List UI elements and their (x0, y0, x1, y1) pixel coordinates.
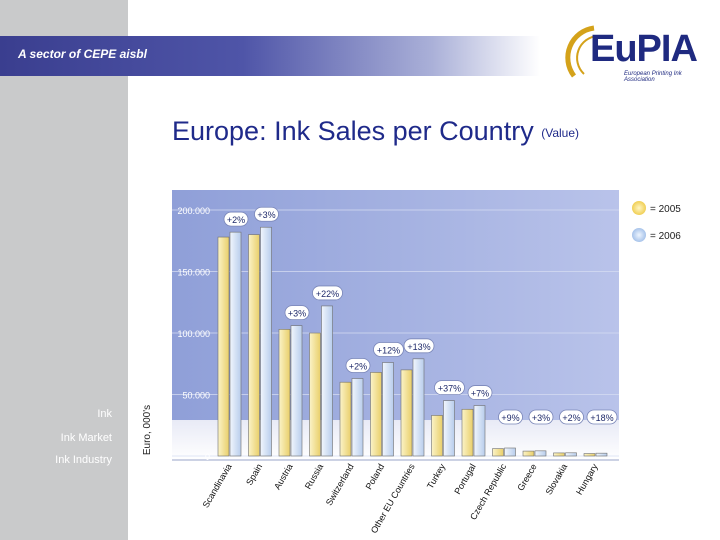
x-tick-label: Hungary (574, 462, 600, 497)
growth-label: +18% (590, 413, 613, 423)
bar-2006 (443, 400, 455, 457)
sector-banner: A sector of CEPE aisbl (0, 36, 540, 76)
x-tick-label: Russia (303, 462, 325, 491)
growth-label: +7% (471, 389, 489, 399)
left-sidebar (0, 0, 128, 540)
bar-2005 (217, 236, 230, 457)
bar-2005 (553, 452, 565, 457)
bar-2005 (431, 415, 443, 457)
growth-badge (586, 409, 618, 425)
bar-2005 (461, 408, 474, 457)
growth-label: +3% (257, 210, 275, 220)
bar-2005 (339, 381, 352, 457)
growth-badge (434, 380, 465, 396)
bar-2005 (522, 450, 535, 457)
plot-background (172, 190, 619, 420)
growth-badge (528, 409, 554, 425)
bar-2006 (382, 362, 394, 457)
growth-badge (467, 385, 493, 400)
page-title-suffix: (Value) (541, 125, 580, 140)
bar-2005 (278, 329, 291, 457)
legend-label: = 2005 (650, 204, 681, 215)
logo-text: EuPIA (590, 28, 698, 70)
growth-badge (312, 285, 343, 301)
growth-label: +13% (407, 342, 430, 352)
y-tick-label: 150.000 (177, 268, 210, 278)
y-axis-label: Euro, 000's (142, 405, 153, 455)
growth-label: +22% (316, 289, 339, 299)
bar-2006 (229, 231, 242, 457)
growth-label: +3% (288, 309, 306, 319)
bar-2005 (492, 448, 504, 457)
sidebar-item-ink-market[interactable]: Ink Market (60, 432, 112, 444)
bar-2006 (534, 450, 547, 457)
x-tick-label: Austria (272, 462, 295, 491)
bar-2006 (290, 325, 303, 457)
x-tick-label: Greece (515, 462, 538, 493)
bar-2005 (309, 332, 321, 457)
growth-badge (254, 206, 279, 222)
growth-badge (284, 305, 310, 321)
bar-2005 (400, 369, 413, 457)
x-tick-label: Poland (364, 462, 387, 491)
legend-swatch (632, 228, 646, 242)
growth-badge (403, 338, 435, 354)
growth-badge (373, 342, 404, 357)
growth-badge (559, 409, 584, 425)
bar-2006 (260, 226, 272, 457)
y-tick-label: 100.000 (177, 329, 210, 339)
eupia-logo: EuPIA European Printing Ink Association (560, 20, 710, 84)
growth-badge (498, 409, 523, 425)
logo-subtitle: European Printing Ink Association (624, 71, 682, 83)
bar-2005 (583, 453, 596, 457)
growth-label: +2% (349, 362, 367, 372)
x-tick-label: Scandinavia (201, 462, 234, 509)
x-tick-label: Turkey (425, 462, 447, 491)
x-tick-label: Portugal (452, 462, 477, 496)
page-title-text: Europe: Ink Sales per Country (172, 116, 534, 146)
growth-badge (345, 358, 371, 373)
page-title: Europe: Ink Sales per Country (Value) (172, 116, 579, 147)
growth-label: +3% (532, 413, 550, 423)
bar-2006 (504, 447, 516, 457)
bar-2006 (595, 452, 608, 457)
x-tick-label: Switzerland (324, 462, 356, 507)
y-tick-label: 200.000 (177, 206, 210, 216)
bar-2005 (248, 234, 260, 457)
bar-2006 (473, 405, 486, 457)
legend-swatch (632, 201, 646, 215)
legend-label: = 2006 (650, 231, 681, 242)
growth-label: +9% (501, 413, 519, 423)
bar-2006 (565, 452, 577, 457)
growth-badge (223, 211, 249, 227)
bar-2005 (370, 372, 382, 457)
growth-label: +12% (377, 346, 400, 356)
bar-2006 (351, 378, 364, 457)
growth-label: +37% (438, 384, 461, 394)
x-tick-label: Spain (244, 462, 264, 487)
sidebar-item-ink-industry[interactable]: Ink Industry (55, 454, 112, 466)
y-tick-label: 0 (205, 452, 210, 462)
y-tick-label: 50.000 (182, 391, 210, 401)
growth-label: +2% (562, 413, 580, 423)
banner-text: A sector of CEPE aisbl (18, 47, 147, 61)
bar-2006 (321, 305, 333, 457)
x-tick-label: Slovakia (544, 462, 570, 496)
logo-emblem-icon (565, 25, 599, 78)
growth-label: +2% (227, 215, 245, 225)
bar-2006 (412, 358, 425, 457)
sidebar-item-ink[interactable]: Ink (97, 408, 112, 420)
